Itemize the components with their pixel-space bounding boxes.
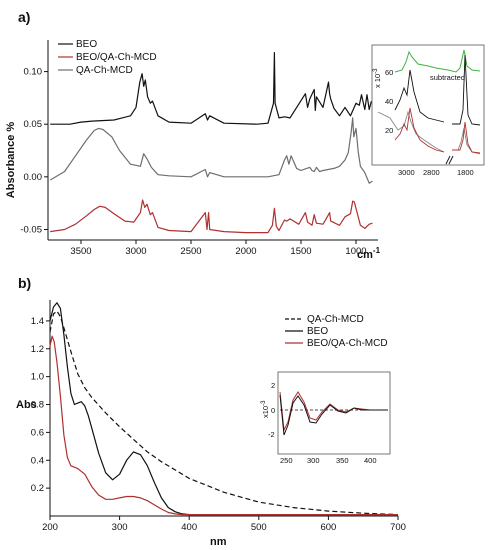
panel-b-y-ticks: 0.2 0.4 0.6 0.8 1.0 1.2 1.4 bbox=[31, 316, 50, 494]
panel-b-xtick-label: 600 bbox=[320, 522, 336, 533]
panel-b-xtick-label: 400 bbox=[181, 522, 197, 533]
panel-a-plot: -0.05 0.00 0.05 0.10 3500 3000 2500 2000 1500 10… bbox=[20, 40, 378, 257]
panel-b-inset: x10-3 2 0 -2 250 300 350 400 bbox=[261, 371, 391, 465]
panel-a-xtick-label: 3000 bbox=[125, 246, 146, 257]
panel-a-series bbox=[49, 51, 373, 234]
panel-a-ytick-label: 0.00 bbox=[24, 172, 43, 183]
panel-a-y-ticks: -0.05 0.00 0.05 0.10 bbox=[20, 67, 48, 235]
inset-b-frame bbox=[277, 371, 391, 455]
panel-a-ylabel: Absorbance % bbox=[5, 122, 17, 199]
panel-b-series bbox=[49, 302, 399, 516]
panel-b-legend: QA-Ch-MCD BEO BEO/QA-Ch-MCD bbox=[285, 314, 388, 349]
panel-a-ytick-label: 0.10 bbox=[24, 67, 43, 78]
panel-a-ytick-label: 0.05 bbox=[24, 119, 43, 130]
inset-b-xtick-300: 300 bbox=[307, 456, 320, 465]
inset-b-ytick-2: 2 bbox=[271, 381, 275, 390]
inset-a-xtick-2800: 2800 bbox=[423, 168, 440, 177]
legend-b-mix: BEO/QA-Ch-MCD bbox=[307, 338, 388, 349]
panel-b-ylabel: Abs bbox=[16, 399, 37, 411]
legend-a-mix: BEO/QA-Ch-MCD bbox=[76, 52, 157, 63]
panel-b-plot: 0.2 0.4 0.6 0.8 1.0 1.2 1.4 200 300 400 500 600 700 bbox=[31, 300, 406, 533]
inset-b-ylabel: x10-3 bbox=[261, 400, 270, 418]
inset-a-xtick-3000: 3000 bbox=[398, 168, 415, 177]
inset-b-ytick-0: 0 bbox=[271, 406, 275, 415]
legend-b-qa: QA-Ch-MCD bbox=[307, 314, 364, 325]
panel-a-series-qa-ch-mcd bbox=[49, 117, 373, 184]
panel-a-x-ticks: 3500 3000 2500 2000 1500 1000 bbox=[70, 240, 367, 257]
inset-a-mix-line bbox=[394, 107, 481, 154]
panel-b-ytick-label: 0.4 bbox=[31, 455, 44, 466]
inset-a-ytick-40: 40 bbox=[385, 97, 393, 106]
inset-b-xtick-400: 400 bbox=[364, 456, 377, 465]
panel-b-ytick-label: 1.0 bbox=[31, 372, 44, 383]
panel-b-ytick-label: 1.2 bbox=[31, 344, 44, 355]
legend-b-beo: BEO bbox=[307, 326, 328, 337]
panel-a-letter: a) bbox=[18, 9, 30, 25]
panel-a-series-beo-qa-ch-mcd bbox=[50, 199, 373, 234]
panel-b-xtick-label: 200 bbox=[42, 522, 58, 533]
panel-a-xunit: cm-1 bbox=[357, 246, 381, 261]
panel-a-inset: x 10-3 60 40 20 3000 2800 1800 subtracte… bbox=[371, 44, 485, 177]
panel-b-series-beo-qa-ch-mcd bbox=[49, 335, 398, 516]
panel-b-xtick-label: 700 bbox=[390, 522, 406, 533]
inset-a-annotation: subtracted bbox=[430, 73, 465, 82]
panel-a-ytick-label: -0.05 bbox=[20, 224, 42, 235]
panel-a-xtick-label: 1500 bbox=[290, 246, 311, 257]
panel-a-xtick-label: 2000 bbox=[235, 246, 256, 257]
panel-b-series-beo bbox=[49, 302, 398, 516]
inset-b-ytick-neg2: -2 bbox=[268, 430, 275, 439]
panel-b-xtick-label: 300 bbox=[112, 522, 128, 533]
panel-b-x-ticks: 200 300 400 500 600 700 bbox=[42, 516, 406, 533]
panel-b-ytick-label: 0.6 bbox=[31, 427, 44, 438]
panel-a-xtick-label: 3500 bbox=[70, 246, 91, 257]
inset-b-xtick-250: 250 bbox=[280, 456, 293, 465]
inset-a-subtracted-line bbox=[394, 49, 481, 73]
panel-a-legend: BEO BEO/QA-Ch-MCD QA-Ch-MCD bbox=[58, 39, 157, 76]
panel-b-xtick-label: 500 bbox=[251, 522, 267, 533]
inset-b-xtick-350: 350 bbox=[336, 456, 349, 465]
legend-a-qa: QA-Ch-MCD bbox=[76, 65, 133, 76]
inset-b-beo-line bbox=[279, 394, 388, 436]
panel-a-series-beo bbox=[50, 51, 372, 125]
inset-a-ytick-60: 60 bbox=[385, 68, 393, 77]
legend-a-beo: BEO bbox=[76, 39, 97, 50]
panel-b-letter: b) bbox=[18, 275, 31, 291]
panel-a-xtick-label: 2500 bbox=[180, 246, 201, 257]
panel-b-ytick-label: 1.4 bbox=[31, 316, 44, 327]
panel-b-ytick-label: 0.8 bbox=[31, 400, 44, 411]
panel-b-ytick-label: 0.2 bbox=[31, 483, 44, 494]
panel-b-xlabel: nm bbox=[210, 536, 227, 548]
inset-a-ylabel: x 10-3 bbox=[373, 68, 382, 88]
panel-a-xtick-label: 1000 bbox=[345, 246, 366, 257]
inset-a-axis-break bbox=[445, 155, 451, 165]
inset-a-ytick-20: 20 bbox=[385, 126, 393, 135]
inset-a-axis-break-2 bbox=[448, 155, 454, 165]
inset-a-beo-line bbox=[394, 54, 481, 126]
inset-a-xtick-1800: 1800 bbox=[457, 168, 474, 177]
